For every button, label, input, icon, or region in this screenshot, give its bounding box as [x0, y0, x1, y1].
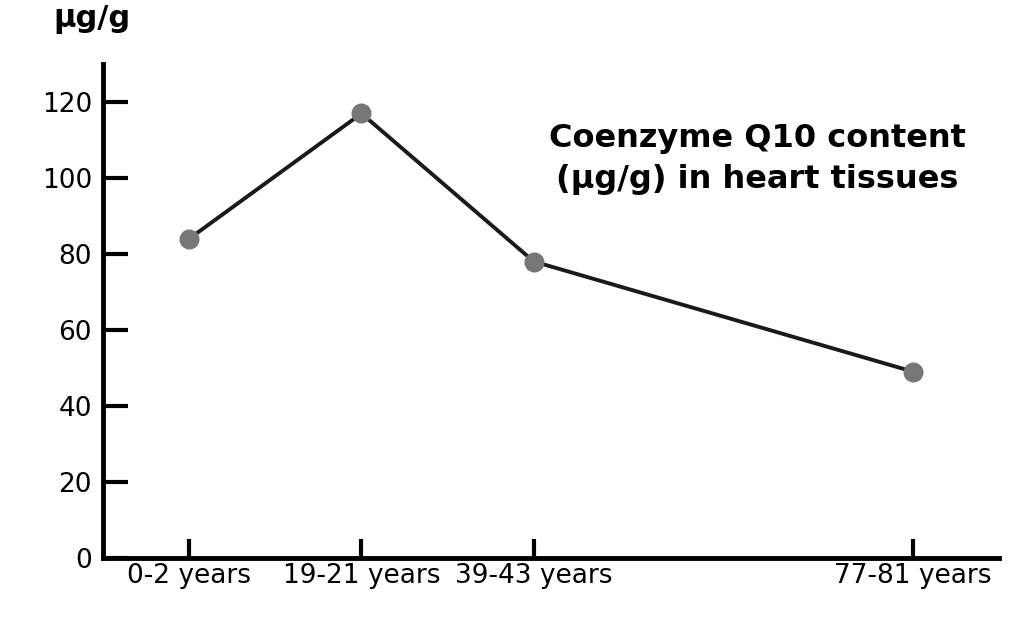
Point — [353, 108, 370, 119]
Point — [525, 256, 542, 267]
Text: Coenzyme Q10 content
(μg/g) in heart tissues: Coenzyme Q10 content (μg/g) in heart tis… — [549, 123, 965, 195]
Text: μg/g: μg/g — [54, 6, 131, 35]
Point — [181, 233, 198, 244]
Point — [904, 367, 921, 377]
